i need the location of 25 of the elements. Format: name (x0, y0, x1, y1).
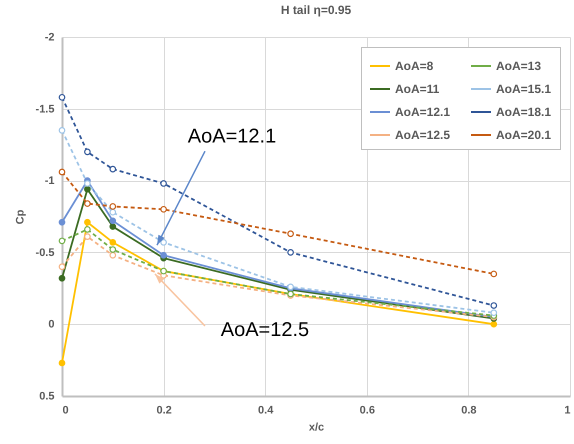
legend-label: AoA=12.5 (395, 128, 450, 142)
chart-title: H tail η=0.95 (280, 3, 352, 17)
x-tick-label: 0.4 (258, 404, 274, 416)
y-tick-label: -1 (44, 175, 54, 188)
legend-label: AoA=11 (395, 82, 440, 96)
y-tick-label: -0.5 (36, 246, 54, 259)
legend-label: AoA=18.1 (496, 105, 552, 119)
annotation: AoA=12.1 (188, 126, 276, 148)
x-tick-label: 0 (62, 404, 69, 416)
x-tick-label: 1 (564, 404, 570, 416)
y-axis-title: Cp (14, 209, 27, 224)
x-tick-label: 0.2 (156, 404, 172, 416)
legend-label: AoA=20.1 (496, 128, 552, 142)
annotation: AoA=12.5 (220, 319, 310, 342)
x-tick-label: 0.8 (461, 404, 477, 416)
y-tick-label: -1.5 (36, 103, 54, 116)
legend-label: AoA=13 (496, 59, 542, 73)
x-tick-label: 0.6 (360, 404, 375, 416)
y-tick-label: 0 (48, 318, 54, 331)
y-tick-label: 0.5 (39, 390, 54, 402)
legend-label: AoA=8 (395, 59, 434, 73)
x-axis-title: x/c (308, 422, 324, 434)
y-tick-label: -2 (44, 32, 54, 44)
legend-label: AoA=15.1 (496, 82, 552, 96)
legend-label: AoA=12.1 (395, 105, 450, 119)
